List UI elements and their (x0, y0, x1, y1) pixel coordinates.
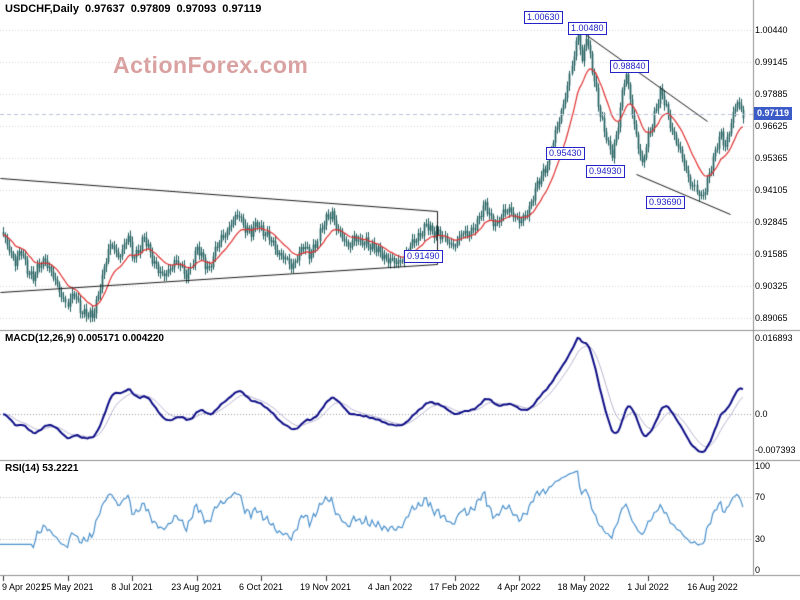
ohlc-low: 0.97093 (176, 3, 217, 15)
date-axis-label-8: 4 Apr 2022 (497, 582, 541, 592)
price-axis-tick-6: 0.92845 (755, 217, 788, 227)
rsi-axis-tick-1: 70 (755, 492, 766, 502)
macd-label: MACD(12,26,9) 0.005171 0.004220 (5, 333, 164, 344)
rsi-label: RSI(14) 53.2221 (5, 463, 79, 474)
chart-header: USDCHF,Daily 0.97637 0.97809 0.97093 0.97119 (5, 3, 267, 15)
date-axis-label-9: 18 May 2022 (557, 582, 610, 592)
date-axis-label-7: 17 Feb 2022 (429, 582, 480, 592)
price-label-1[interactable]: 1.00480 (568, 22, 607, 35)
date-axis-label-10: 1 Jul 2022 (627, 582, 669, 592)
ohlc-close: 0.97119 (222, 3, 262, 15)
price-axis-tick-4: 0.95365 (755, 153, 788, 163)
date-axis-label-6: 4 Jan 2022 (367, 582, 413, 592)
date-axis-label-2: 8 Jul 2021 (111, 582, 153, 592)
current-price-tag: 0.97119 (754, 107, 793, 120)
price-axis-tick-8: 0.90325 (755, 281, 788, 291)
date-axis-label-0: 9 Apr 2021 (2, 582, 46, 592)
price-label-6[interactable]: 0.91490 (404, 250, 443, 263)
date-axis-label-11: 16 Aug 2022 (687, 582, 738, 592)
rsi-axis-tick-0: 100 (755, 461, 771, 471)
price-label-0[interactable]: 1.00630 (524, 11, 563, 24)
date-axis-label-1: 25 May 2021 (41, 582, 94, 592)
macd-axis-tick-0: 0.016893 (755, 333, 793, 343)
rsi-axis-tick-3: 0 (755, 565, 761, 575)
price-label-3[interactable]: 0.95430 (546, 147, 585, 160)
ohlc-open: 0.97637 (84, 3, 125, 15)
price-label-2[interactable]: 0.98840 (610, 60, 649, 73)
price-axis-tick-1: 0.99145 (755, 57, 788, 67)
ohlc-high: 0.97809 (130, 3, 171, 15)
macd-axis-tick-2: -0.007393 (755, 445, 796, 455)
price-label-4[interactable]: 0.94930 (586, 165, 625, 178)
rsi-axis-tick-2: 30 (755, 534, 766, 544)
price-axis-tick-7: 0.91585 (755, 249, 788, 259)
price-axis-tick-3: 0.96625 (755, 121, 788, 131)
price-axis-tick-5: 0.94105 (755, 185, 788, 195)
price-label-5[interactable]: 0.93690 (646, 196, 685, 209)
price-axis-tick-9: 0.89065 (755, 313, 788, 323)
symbol-title: USDCHF,Daily (5, 3, 79, 15)
date-axis-label-4: 6 Oct 2021 (238, 582, 284, 592)
price-axis-tick-2: 0.97885 (755, 89, 788, 99)
date-axis-label-5: 19 Nov 2021 (299, 582, 352, 592)
date-axis-label-3: 23 Aug 2021 (171, 582, 222, 592)
macd-axis-tick-1: 0.0 (755, 409, 768, 419)
price-axis-tick-0: 1.00440 (755, 25, 788, 35)
